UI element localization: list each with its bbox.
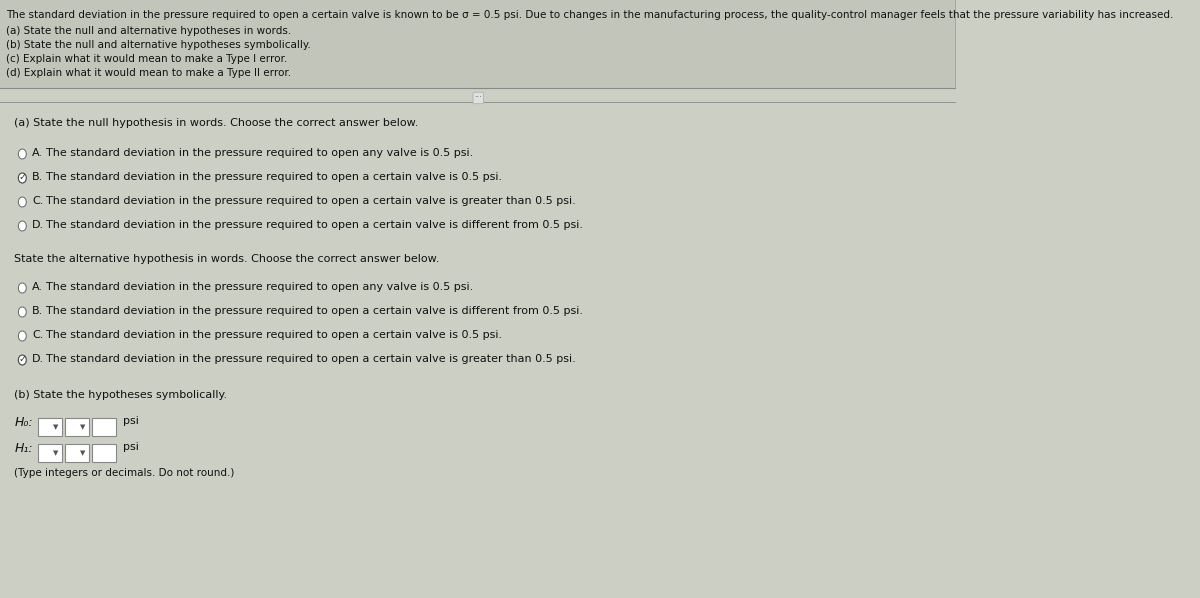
Text: H₀:: H₀: (14, 416, 32, 429)
Text: The standard deviation in the pressure required to open a certain valve is diffe: The standard deviation in the pressure r… (47, 220, 583, 230)
Circle shape (18, 173, 26, 183)
Text: (b) State the hypotheses symbolically.: (b) State the hypotheses symbolically. (14, 390, 228, 400)
FancyBboxPatch shape (0, 0, 956, 88)
Text: The standard deviation in the pressure required to open a certain valve is great: The standard deviation in the pressure r… (47, 354, 576, 364)
Text: ▼: ▼ (80, 450, 85, 456)
Text: ✓: ✓ (18, 354, 26, 364)
Text: C.: C. (32, 330, 43, 340)
Text: psi: psi (122, 416, 139, 426)
Circle shape (18, 221, 26, 231)
Text: ▼: ▼ (53, 424, 59, 430)
Text: The standard deviation in the pressure required to open any valve is 0.5 psi.: The standard deviation in the pressure r… (47, 282, 474, 292)
Circle shape (18, 331, 26, 341)
Text: ▼: ▼ (80, 424, 85, 430)
Text: The standard deviation in the pressure required to open a certain valve is 0.5 p: The standard deviation in the pressure r… (47, 330, 503, 340)
FancyBboxPatch shape (65, 444, 89, 462)
Text: (a) State the null and alternative hypotheses in words.: (a) State the null and alternative hypot… (6, 26, 292, 36)
Text: (b) State the null and alternative hypotheses symbolically.: (b) State the null and alternative hypot… (6, 40, 311, 50)
Text: H₁:: H₁: (14, 442, 32, 455)
Circle shape (18, 283, 26, 293)
Text: C.: C. (32, 196, 43, 206)
Text: (d) Explain what it would mean to make a Type II error.: (d) Explain what it would mean to make a… (6, 68, 292, 78)
Text: ✓: ✓ (18, 172, 26, 182)
FancyBboxPatch shape (38, 444, 62, 462)
Text: B.: B. (32, 172, 43, 182)
Text: D.: D. (32, 354, 44, 364)
Circle shape (18, 149, 26, 159)
FancyBboxPatch shape (38, 418, 62, 436)
Text: The standard deviation in the pressure required to open a certain valve is 0.5 p: The standard deviation in the pressure r… (47, 172, 503, 182)
Text: The standard deviation in the pressure required to open any valve is 0.5 psi.: The standard deviation in the pressure r… (47, 148, 474, 158)
Text: The standard deviation in the pressure required to open a certain valve is known: The standard deviation in the pressure r… (6, 10, 1174, 20)
Text: (c) Explain what it would mean to make a Type I error.: (c) Explain what it would mean to make a… (6, 54, 288, 64)
Text: A.: A. (32, 148, 43, 158)
Circle shape (18, 307, 26, 317)
Text: (a) State the null hypothesis in words. Choose the correct answer below.: (a) State the null hypothesis in words. … (14, 118, 419, 128)
Text: State the alternative hypothesis in words. Choose the correct answer below.: State the alternative hypothesis in word… (14, 254, 439, 264)
Text: (Type integers or decimals. Do not round.): (Type integers or decimals. Do not round… (14, 468, 235, 478)
FancyBboxPatch shape (92, 418, 116, 436)
FancyBboxPatch shape (65, 418, 89, 436)
Circle shape (18, 355, 26, 365)
Text: ▼: ▼ (53, 450, 59, 456)
Text: ···: ··· (474, 93, 482, 102)
Text: A.: A. (32, 282, 43, 292)
Text: The standard deviation in the pressure required to open a certain valve is diffe: The standard deviation in the pressure r… (47, 306, 583, 316)
Text: D.: D. (32, 220, 44, 230)
Text: The standard deviation in the pressure required to open a certain valve is great: The standard deviation in the pressure r… (47, 196, 576, 206)
Text: B.: B. (32, 306, 43, 316)
Text: psi: psi (122, 442, 139, 452)
FancyBboxPatch shape (92, 444, 116, 462)
Circle shape (18, 197, 26, 207)
